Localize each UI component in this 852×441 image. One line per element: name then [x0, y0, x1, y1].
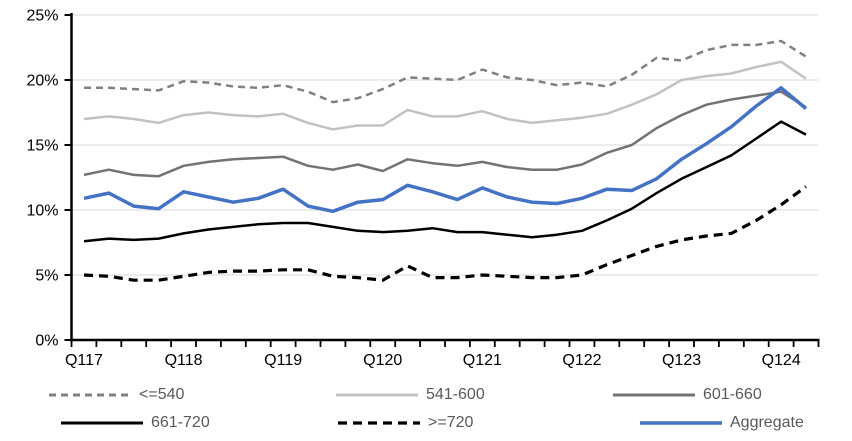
legend-item-541-600: 541-600 [335, 381, 485, 408]
legend-label: 541-600 [426, 385, 485, 403]
legend-item->=720: >=720 [337, 409, 473, 436]
series-line-661-720 [83, 120, 807, 243]
x-axis-label: Q121 [463, 352, 502, 369]
y-axis-label: 20% [26, 73, 58, 90]
chart-legend: <=540 541-600 601-660 661-720 >=720 Aggregate [0, 379, 852, 441]
legend-label: 661-720 [151, 413, 210, 431]
legend-label: Aggregate [730, 413, 804, 431]
legend-label: 601-660 [703, 385, 762, 403]
series-line-601-660 [83, 90, 807, 178]
series-line-<=540 [84, 39, 807, 104]
series-line-541-600 [83, 60, 807, 131]
legend-item-<=540: <=540 [48, 381, 184, 408]
y-axis-label: 0% [35, 333, 58, 350]
legend-item-Aggregate: Aggregate [639, 409, 804, 436]
y-axis-label: 10% [26, 203, 58, 220]
x-axis-label: Q117 [65, 352, 103, 369]
legend-line-sample [61, 421, 143, 424]
y-axis-label: 15% [26, 138, 58, 155]
x-axis-label: Q119 [264, 352, 302, 369]
legend-line-sample [49, 393, 131, 396]
legend-item-661-720: 661-720 [60, 409, 210, 436]
legend-line-sample [336, 393, 418, 396]
x-axis-label: Q124 [762, 352, 801, 369]
x-axis-label: Q118 [165, 352, 203, 369]
legend-line-sample [613, 393, 695, 396]
y-axis-label: 25% [26, 8, 58, 25]
x-axis-label: Q123 [662, 352, 701, 369]
x-axis-label: Q120 [363, 352, 402, 369]
legend-item-601-660: 601-660 [612, 381, 762, 408]
legend-label: <=540 [139, 385, 185, 403]
x-axis-label: Q122 [562, 352, 601, 369]
series-line->=720 [83, 185, 807, 282]
chart-plot-area: 0% 5% 10% 15% 20% 25% Q117 Q118 Q119 Q120 Q121 Q122… [26, 8, 820, 369]
legend-line-sample [640, 420, 722, 425]
legend-line-sample [338, 420, 420, 425]
legend-row: 661-720 >=720 Aggregate [0, 409, 852, 436]
legend-label: >=720 [428, 413, 474, 431]
y-axis-label: 5% [35, 268, 58, 285]
series-line-Aggregate [83, 86, 808, 214]
legend-row: <=540 541-600 601-660 [0, 381, 852, 408]
